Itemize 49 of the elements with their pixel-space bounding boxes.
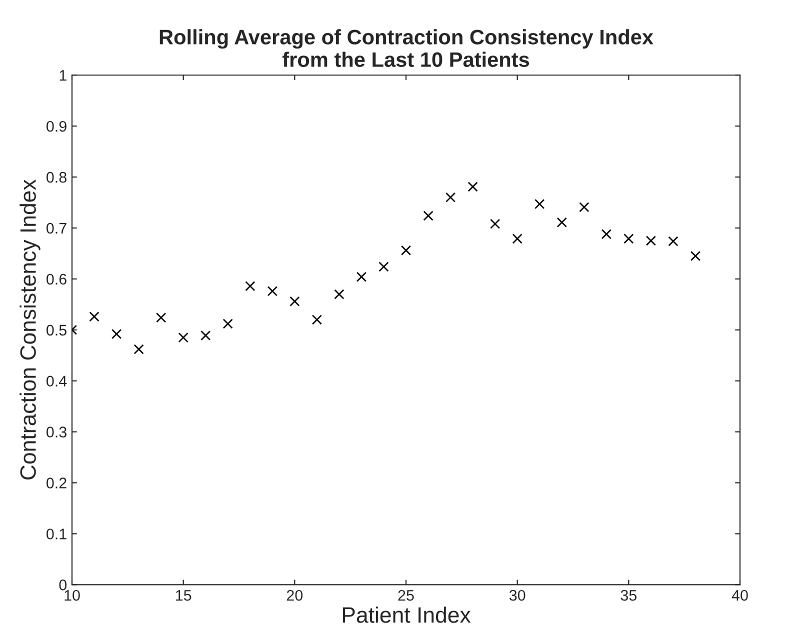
x-tick-label: 20 — [286, 590, 303, 601]
point — [601, 229, 612, 240]
x-tick-label: 25 — [398, 590, 414, 601]
point — [400, 245, 412, 256]
y-tick-label: 0.6 — [46, 274, 66, 285]
y-tick-label: 0 — [59, 580, 67, 590]
point — [290, 296, 300, 306]
x-tick-label: 35 — [620, 590, 637, 601]
point — [111, 328, 122, 340]
point — [178, 332, 188, 343]
x-tick-label: 15 — [176, 590, 192, 601]
point — [690, 250, 701, 262]
point — [423, 210, 434, 221]
y-tick-label: 0.9 — [46, 120, 66, 132]
point — [134, 344, 144, 354]
point — [200, 330, 211, 341]
point — [556, 217, 567, 228]
point — [312, 314, 322, 325]
point — [245, 280, 256, 292]
point — [490, 218, 500, 229]
y-tick-label: 0.4 — [46, 376, 67, 387]
chart-title: Rolling Average of Contraction Consistency Index from the Last 10 Patients — [160, 29, 654, 67]
point — [646, 236, 656, 246]
point — [668, 236, 678, 246]
point — [445, 192, 456, 202]
point — [512, 234, 522, 244]
y-tick-label: 0.5 — [46, 324, 66, 336]
y-tick-label: 0.7 — [46, 222, 66, 234]
x-tick-label: 10 — [64, 590, 80, 601]
point — [534, 198, 545, 210]
x-tick-label: 40 — [732, 590, 748, 601]
y-tick-label: 0.1 — [46, 528, 66, 540]
y-tick-label: 0.3 — [46, 426, 66, 438]
y-tick-label: 1 — [60, 70, 66, 81]
point — [156, 312, 166, 323]
point — [356, 272, 367, 282]
point — [267, 286, 278, 296]
y-tick-label: 0.2 — [46, 478, 66, 488]
y-tick-label: 0.8 — [46, 172, 66, 183]
point — [579, 202, 590, 212]
y-axis-title: Contraction Consistency Index — [20, 179, 40, 480]
point — [624, 234, 634, 244]
point — [378, 262, 389, 272]
x-axis-title: Patient Index — [342, 606, 471, 623]
x-tick-label: 30 — [509, 590, 526, 601]
point — [89, 312, 100, 322]
point — [334, 289, 344, 300]
point — [468, 182, 478, 192]
point — [222, 318, 233, 329]
